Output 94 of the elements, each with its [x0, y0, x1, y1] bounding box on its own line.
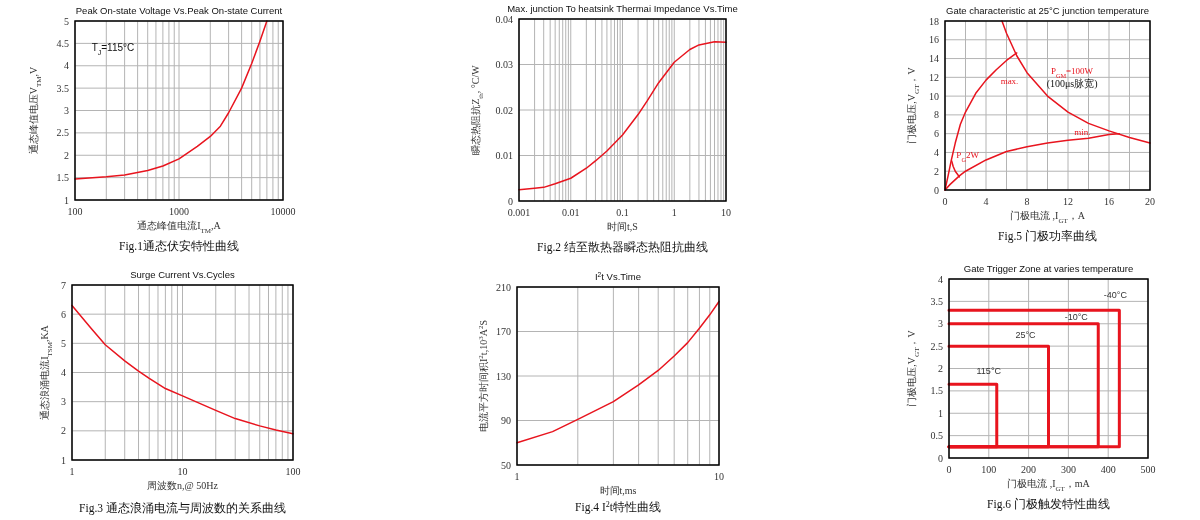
chart-title: Max. junction To heatsink Thermai Impedance Vs.Time	[507, 3, 738, 14]
x-tick-label: 1	[514, 471, 520, 482]
y-tick-label: 0	[934, 184, 939, 196]
y-tick-label: 6	[934, 128, 939, 140]
y-tick-label: 50	[501, 459, 511, 471]
annotation: T$_{J}$=115°C	[91, 42, 135, 56]
chart-title: Gate Trigger Zone at varies temperature	[963, 263, 1134, 274]
x-tick-label: 10	[721, 207, 731, 218]
x-tick-label: 1	[671, 207, 677, 218]
chart-title: Surge Current Vs.Cycles	[130, 269, 236, 280]
y-tick-label: 1.5	[56, 172, 69, 184]
x-axis-title: 时间t,S	[607, 221, 638, 232]
y-tick-label: 4	[64, 60, 69, 72]
x-tick-label: 400	[1100, 464, 1116, 475]
y-tick-label: 5	[61, 337, 66, 349]
y-tick-label: 90	[501, 415, 511, 426]
x-axis-title: 时间t,ms	[599, 485, 637, 496]
series-label: max.	[1000, 76, 1019, 87]
y-tick-label: 0.02	[495, 104, 513, 116]
x-tick-label: 20	[1145, 196, 1155, 207]
x-axis-title: 通态峰值电流I$_{TM}$,A	[137, 220, 222, 235]
y-tick-label: 1	[61, 454, 66, 466]
x-tick-label: 10	[714, 471, 724, 482]
x-axis-title: 周波数n,@ 50Hz	[147, 480, 219, 491]
y-tick-label: 1	[938, 407, 943, 419]
series-label: -40°C	[1103, 290, 1128, 301]
y-tick-label: 210	[496, 281, 511, 293]
x-tick-label: 0.001	[507, 207, 531, 218]
caption: Fig.3 通态浪涌电流与周波数的关系曲线	[79, 501, 286, 515]
x-tick-label: 12	[1063, 196, 1073, 207]
y-tick-label: 0.03	[495, 59, 513, 70]
x-axis-title: 门极电流 ,I$_{GT}$，A	[1010, 210, 1086, 225]
series-label: -10°C	[1064, 311, 1089, 322]
y-tick-label: 7	[61, 279, 66, 291]
y-tick-label: 3.5	[930, 295, 943, 307]
y-tick-label: 0	[938, 452, 943, 464]
y-tick-label: 4	[938, 273, 943, 285]
series-label: min.	[1074, 127, 1091, 138]
chart-title: Gate characteristic at 25°C junction temperature	[946, 5, 1149, 16]
series-label: 115°C	[976, 366, 1002, 377]
y-tick-label: 18	[929, 15, 939, 27]
y-tick-label: 3.5	[56, 82, 69, 94]
x-tick-label: 100	[67, 206, 83, 217]
x-tick-label: 16	[1104, 196, 1114, 207]
x-tick-label: 0.01	[562, 207, 580, 218]
x-tick-label: 10000	[270, 206, 296, 217]
y-tick-label: 3	[64, 105, 69, 116]
chart-title: Peak On-state Voltage Vs.Peak On-state Current	[75, 5, 283, 16]
x-tick-label: 100	[981, 464, 997, 475]
caption: Fig.1通态伏安特性曲线	[119, 239, 239, 253]
y-tick-label: 0.04	[495, 13, 513, 25]
y-tick-label: 130	[496, 370, 511, 382]
annotation: (100μs脉宽)	[1046, 77, 1098, 90]
y-tick-label: 16	[929, 34, 939, 46]
x-tick-label: 1000	[169, 206, 189, 217]
y-tick-label: 3	[61, 396, 66, 408]
x-tick-label: 0	[946, 464, 952, 475]
series-label: 25°C	[1015, 330, 1037, 341]
y-tick-label: 2.5	[930, 340, 943, 352]
x-tick-label: 100	[285, 466, 301, 477]
y-tick-label: 2	[934, 165, 939, 177]
y-tick-label: 1.5	[930, 385, 943, 397]
caption: Fig.2 结至散热器瞬态热阻抗曲线	[537, 241, 708, 254]
x-axis-title: 门极电流 ,I$_{GT}$，mA	[1007, 478, 1091, 493]
y-tick-label: 2	[64, 149, 69, 161]
x-tick-label: 4	[983, 196, 989, 207]
y-tick-label: 2	[61, 425, 66, 437]
caption: Fig.5 门极功率曲线	[998, 229, 1097, 243]
y-tick-label: 2.5	[56, 127, 69, 139]
series-label: P$_{G}$2W	[956, 149, 980, 163]
y-tick-label: 8	[934, 109, 939, 121]
x-tick-label: 300	[1060, 464, 1076, 475]
caption: Fig.6 门极触发特性曲线	[987, 497, 1110, 511]
x-tick-label: 200	[1021, 464, 1037, 475]
y-tick-label: 170	[496, 326, 511, 337]
y-tick-label: 14	[929, 53, 939, 65]
y-tick-label: 4	[934, 146, 939, 158]
x-tick-label: 500	[1140, 464, 1156, 475]
y-tick-label: 12	[929, 71, 939, 83]
x-tick-label: 8	[1024, 196, 1030, 207]
y-tick-label: 0.01	[495, 150, 513, 161]
y-tick-label: 2	[938, 363, 943, 374]
y-tick-label: 5	[64, 15, 69, 27]
y-tick-label: 6	[61, 308, 66, 320]
series-label: P$_{GM}$=100W	[1050, 65, 1094, 79]
y-tick-label: 4.5	[56, 37, 69, 49]
caption: Fig.4 I$^{2}$t特性曲线	[575, 499, 661, 514]
y-tick-label: 3	[938, 318, 943, 330]
y-tick-label: 4	[61, 367, 66, 378]
chart-title: I$^{2}$t Vs.Time	[594, 270, 642, 282]
x-tick-label: 10	[177, 466, 188, 477]
y-tick-label: 10	[929, 90, 939, 102]
x-tick-label: 0.1	[616, 207, 629, 218]
y-tick-label: 0.5	[930, 430, 943, 442]
